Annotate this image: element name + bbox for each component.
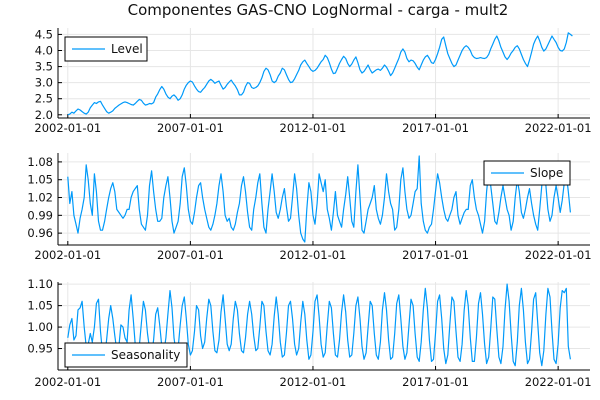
- series-line-slope: [67, 155, 571, 243]
- x-tick-label: 2022-01-01: [525, 121, 592, 135]
- y-tick-label: 0.96: [27, 226, 53, 240]
- x-tick-label: 2017-01-01: [402, 248, 469, 262]
- y-tick-label: 1.05: [27, 299, 53, 313]
- y-tick-label: 1.00: [27, 320, 53, 334]
- y-tick-label: 1.02: [27, 191, 53, 205]
- panel-level: 2.0 2.5 3.0 3.5 4.0 4.5 2002-01-01 2007-01-01 20…: [34, 27, 591, 135]
- legend-slope: Slope: [483, 160, 571, 186]
- x-tick-label: 2012-01-01: [280, 248, 347, 262]
- y-tick-label: 1.05: [27, 173, 53, 187]
- legend-label: Slope: [530, 166, 563, 180]
- y-tick-label: 3.0: [35, 76, 53, 90]
- legend-label: Seasonality: [111, 348, 180, 362]
- x-tick-label: 2002-01-01: [34, 121, 101, 135]
- chart-title: Componentes GAS-CNO LogNormal - carga - …: [128, 1, 509, 19]
- y-tick-label: 3.5: [35, 60, 53, 74]
- panel-seasonality: 0.95 1.00 1.05 1.10 2002-01-01 2007-01-01 2012…: [27, 277, 591, 389]
- y-tick-label: 2.0: [35, 108, 53, 122]
- series-line-level: [67, 32, 573, 116]
- x-tick-label: 2002-01-01: [34, 248, 101, 262]
- y-tick-label: 0.99: [27, 208, 53, 222]
- y-tick-label: 2.5: [35, 92, 53, 106]
- legend-seasonality: Seasonality: [64, 342, 188, 368]
- x-tick-label: 2017-01-01: [402, 375, 469, 389]
- x-tick-label: 2012-01-01: [280, 121, 347, 135]
- x-tick-label: 2017-01-01: [402, 121, 469, 135]
- legend-box: [64, 342, 188, 368]
- x-tick-label: 2007-01-01: [157, 248, 224, 262]
- x-tick-label: 2022-01-01: [525, 248, 592, 262]
- x-tick-label: 2012-01-01: [280, 375, 347, 389]
- legend-label: Level: [111, 42, 143, 56]
- x-tick-label: 2007-01-01: [157, 121, 224, 135]
- x-tick-label: 2002-01-01: [34, 375, 101, 389]
- y-tick-label: 1.08: [27, 155, 53, 169]
- y-tick-label: 0.95: [27, 342, 53, 356]
- panels-group: 2.0 2.5 3.0 3.5 4.0 4.5 2002-01-01 2007-01-01 20…: [27, 27, 591, 389]
- x-tick-label: 2007-01-01: [157, 375, 224, 389]
- x-tick-label: 2022-01-01: [525, 375, 592, 389]
- legend-level: Level: [64, 36, 148, 62]
- y-tick-label: 4.0: [35, 44, 53, 58]
- y-tick-label: 1.10: [27, 277, 53, 291]
- y-tick-label: 4.5: [35, 27, 53, 41]
- panel-slope: 0.96 0.99 1.02 1.05 1.08 2002-01-01 2007-01-01…: [27, 153, 592, 262]
